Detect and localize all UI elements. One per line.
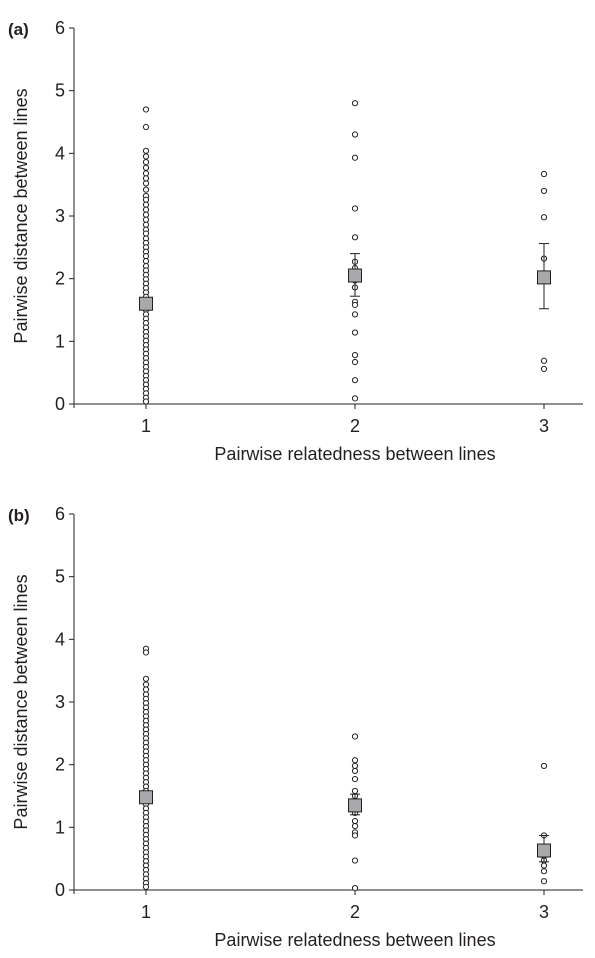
chart-b-x-axis-title: Pairwise relatedness between lines	[214, 930, 495, 950]
chart-a-y-tick-label: 1	[55, 331, 65, 351]
chart-b-data-point	[351, 817, 359, 825]
chart-a-y-tick-label: 6	[55, 18, 65, 38]
chart-b-y-tick-label: 2	[55, 755, 65, 775]
chart-a-data-point	[351, 234, 359, 241]
chart-a-y-tick-label: 3	[55, 206, 65, 226]
chart-b-data-point	[142, 649, 150, 656]
chart-a-data-point	[142, 230, 150, 237]
chart-a-y-axis-title: Pairwise distance between lines	[11, 88, 31, 343]
chart-b-data-point	[351, 762, 359, 770]
chart-b-data-point	[540, 868, 548, 875]
chart-panel-a: (a) 0 1 2 3 4 5 6 1 2 3 Pairwise relatedness betwee…	[0, 0, 595, 472]
chart-b-y-tick-label: 6	[55, 504, 65, 524]
chart-a-data-point	[142, 106, 150, 113]
chart-a-data-point	[142, 175, 150, 182]
chart-a-y-tick-label: 2	[55, 269, 65, 289]
chart-a-data-point	[351, 395, 359, 402]
chart-a-data-point	[540, 357, 548, 364]
chart-b-data-point	[351, 787, 359, 795]
chart-a-data-point	[351, 311, 359, 318]
chart-a-mean-marker	[348, 268, 362, 283]
chart-a-data-point	[351, 100, 359, 107]
chart-a-data-point	[142, 123, 150, 131]
chart-a-data-point	[142, 253, 150, 260]
chart-a-panel-label: (a)	[8, 20, 29, 39]
chart-b-data-point	[351, 767, 359, 775]
chart-a-mean-marker	[537, 270, 551, 285]
chart-a-data-point	[142, 221, 150, 228]
chart-b-data-point	[540, 762, 548, 770]
chart-a-data-point	[351, 301, 359, 309]
chart-a-y-tick-label: 4	[55, 143, 65, 163]
chart-b-data-point	[540, 878, 548, 885]
chart-a-y-tick-label: 0	[55, 394, 65, 414]
chart-b-y-tick-label: 1	[55, 817, 65, 837]
chart-a-data-point	[142, 164, 150, 171]
chart-a-data-point	[540, 214, 548, 221]
chart-a-svg: (a) 0 1 2 3 4 5 6 1 2 3 Pairwise relatedness betwee…	[8, 18, 583, 464]
chart-b-data-point	[351, 857, 359, 864]
chart-a-y-tick-label: 5	[55, 81, 65, 101]
chart-a-x-tick-label: 3	[539, 416, 549, 436]
chart-b-data-point	[351, 775, 359, 783]
chart-a-data-point	[540, 170, 548, 178]
chart-a-data-point	[142, 170, 150, 177]
chart-b-y-tick-label: 5	[55, 567, 65, 587]
chart-b-x-tick-label: 3	[539, 902, 549, 922]
chart-a-mean-marker	[139, 296, 153, 311]
chart-b-data-point	[142, 686, 150, 693]
chart-b-x-tick-label: 1	[141, 902, 151, 922]
chart-a-data-point	[142, 153, 150, 160]
chart-b-mean-marker	[139, 790, 153, 805]
chart-a-data-point	[142, 206, 150, 213]
chart-b-data-point	[540, 862, 548, 869]
chart-a-data-point	[142, 398, 150, 405]
chart-panel-b: (b) 0 1 2 3 4 5 6 1 2 3 Pairwise relatedness betwee…	[0, 486, 595, 958]
chart-a-data-point	[142, 159, 150, 166]
chart-a-data-point	[540, 187, 548, 195]
chart-a-data-point	[351, 377, 359, 384]
chart-a-x-axis-title: Pairwise relatedness between lines	[214, 444, 495, 464]
chart-a-data-point	[142, 196, 150, 203]
chart-a-x-tick-label: 1	[141, 416, 151, 436]
chart-a-data-point	[351, 154, 359, 161]
chart-b-x-tick-label: 2	[350, 902, 360, 922]
chart-a-data-point	[142, 186, 150, 193]
chart-b-y-tick-label: 4	[55, 629, 65, 649]
chart-b-y-axis-title: Pairwise distance between lines	[11, 574, 31, 829]
chart-a-data-point	[540, 365, 548, 373]
chart-b-y-tick-label: 0	[55, 880, 65, 900]
chart-b-mean-marker	[537, 843, 551, 858]
chart-a-data-point	[142, 211, 150, 218]
chart-a-data-point	[142, 216, 150, 223]
chart-b-data-point	[351, 757, 359, 764]
chart-b-data-point	[142, 883, 150, 890]
chart-b-data-point	[351, 733, 359, 740]
chart-b-data-point	[142, 675, 150, 682]
chart-a-data-point	[351, 131, 359, 138]
chart-a-data-point	[142, 147, 150, 154]
chart-b-data-point	[351, 822, 359, 830]
chart-b-y-tick-label: 3	[55, 692, 65, 712]
chart-a-x-tick-label: 2	[350, 416, 360, 436]
chart-a-data-point	[351, 329, 359, 336]
chart-b-data-point	[351, 832, 359, 839]
chart-a-data-point	[351, 358, 359, 366]
chart-b-svg: (b) 0 1 2 3 4 5 6 1 2 3 Pairwise relatedness betwee…	[8, 504, 583, 950]
chart-b-data-point	[351, 885, 359, 892]
chart-b-mean-marker	[348, 798, 362, 813]
chart-a-data-point	[351, 205, 359, 212]
chart-b-panel-label: (b)	[8, 506, 30, 525]
chart-a-data-point	[142, 180, 150, 187]
chart-a-data-point	[351, 352, 359, 359]
chart-b-data-point	[142, 681, 150, 688]
chart-a-data-point	[142, 258, 150, 265]
chart-a-data-point	[142, 201, 150, 208]
